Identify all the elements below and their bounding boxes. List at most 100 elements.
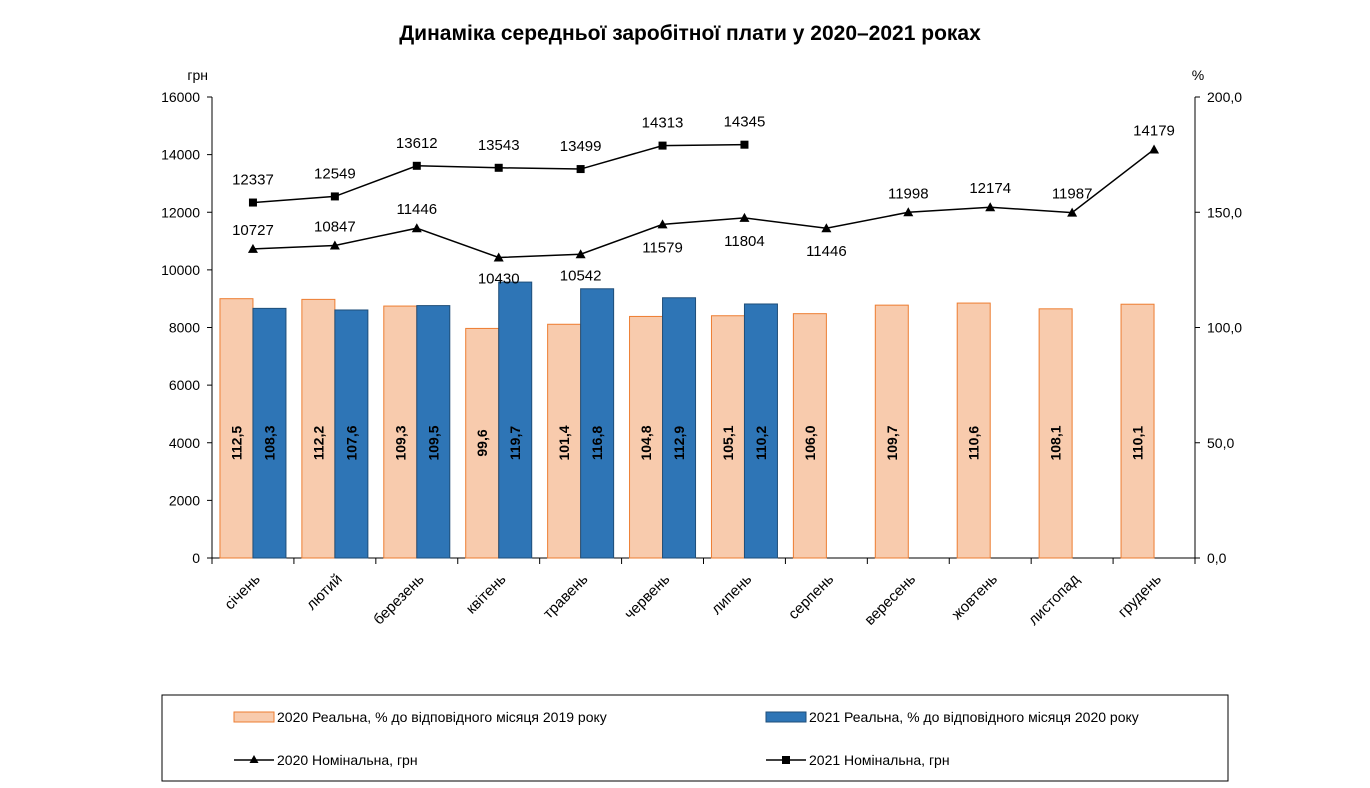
bar-2020-real (219, 298, 254, 559)
bar-2020-real-label: 99,6 (474, 429, 490, 456)
lines (247, 140, 1160, 262)
line-2021-value-label: 12337 (232, 172, 274, 189)
bar-2020-real-label: 109,3 (392, 425, 408, 460)
bar-2020-real-label: 110,6 (966, 426, 982, 460)
legend-label-2020-nominal: 2020 Номінальна, грн (277, 752, 418, 768)
bar-2020-real (792, 313, 827, 559)
x-category-label: березень (370, 571, 428, 629)
line-2021-nominal-point (658, 141, 667, 150)
left-tick-label: 14000 (161, 147, 200, 163)
line-2020-nominal-point (1067, 207, 1078, 217)
bar-2020-real-label: 112,2 (310, 426, 326, 460)
line-2021-value-label: 12549 (314, 165, 356, 182)
bar-2020-real (1038, 308, 1073, 559)
bar-2020-real-label: 108,1 (1048, 425, 1064, 460)
legend-label-2021-real: 2021 Реальна, % до відповідного місяця 2… (809, 709, 1139, 725)
line-2021-value-label: 13499 (560, 138, 602, 155)
right-tick-label: 0,0 (1207, 550, 1227, 566)
line-2021-value-label: 14345 (724, 114, 766, 131)
bar-2021-real-label: 119,7 (507, 426, 523, 460)
bar-2021-real (498, 281, 533, 559)
bar-2021-real-label: 110,2 (753, 426, 769, 460)
legend-swatch-2021-real (765, 711, 807, 723)
line-2020-nominal-point (575, 249, 586, 259)
bar-2020-real-label: 112,5 (228, 426, 244, 460)
legend-label-2021-nominal: 2021 Номінальна, грн (809, 752, 950, 768)
bar-2020-real-label: 105,1 (720, 425, 736, 460)
legend-label-2020-real: 2020 Реальна, % до відповідного місяця 2… (277, 709, 607, 725)
line-2020-value-label: 11579 (642, 239, 683, 256)
line-2020-value-label: 11998 (888, 185, 929, 202)
bar-2021-real-label: 108,3 (261, 425, 277, 460)
line-2021-value-label: 14313 (642, 115, 684, 132)
line-2020-nominal-point (329, 240, 340, 250)
line-2020-value-label: 11987 (1052, 186, 1093, 203)
left-tick-label: 8000 (169, 320, 200, 336)
line-2020-nominal-point (739, 212, 750, 222)
bar-2020-real (301, 298, 336, 559)
left-tick-label: 0 (192, 550, 200, 566)
bar-2021-real (416, 305, 451, 559)
bar-2020-real (383, 305, 418, 559)
x-category-label: лютий (303, 571, 346, 614)
right-tick-label: 100,0 (1207, 320, 1242, 336)
x-category-label: липень (708, 571, 755, 618)
x-category-label: травень (540, 571, 592, 623)
bar-2020-real (629, 315, 664, 559)
line-2020-value-label: 12174 (969, 180, 1011, 197)
legend-swatch-2020-real (233, 711, 275, 723)
x-category-label: грудень (1115, 571, 1165, 621)
bars (219, 281, 1155, 559)
left-tick-label: 16000 (161, 89, 200, 105)
bar-2020-real (547, 323, 582, 559)
line-2020-value-label: 11446 (396, 201, 437, 218)
x-category-label: листопад (1025, 571, 1083, 629)
line-2020-value-label: 11804 (724, 233, 765, 250)
line-2021-nominal-point (494, 163, 503, 172)
line-2020-value-label: 10727 (232, 222, 274, 239)
left-tick-label: 6000 (169, 377, 200, 393)
line-2021-nominal-point (576, 165, 585, 174)
left-tick-label: 10000 (161, 262, 200, 278)
bar-2020-real-label: 110,1 (1130, 426, 1146, 460)
bar-2021-real (580, 288, 615, 559)
x-category-label: січень (221, 571, 264, 614)
bar-2020-real-label: 104,8 (638, 425, 654, 460)
line-2021-nominal-point (248, 198, 257, 207)
left-tick-label: 12000 (161, 204, 200, 220)
line-2020-nominal-point (247, 243, 258, 253)
line-2020-value-label: 14179 (1133, 122, 1175, 139)
line-2020-nominal-point (411, 223, 422, 233)
line-2020-nominal-point (821, 223, 832, 233)
line-2020-value-label: 11446 (806, 243, 847, 260)
bar-2020-real (465, 327, 500, 559)
line-2021-value-label: 13543 (478, 137, 520, 154)
legend-triangle-marker (249, 755, 259, 763)
line-2020-value-label: 10542 (560, 267, 602, 284)
x-category-label: вересень (861, 571, 919, 629)
bar-2021-real (662, 297, 697, 559)
legend: 2020 Реальна, % до відповідного місяця 2… (161, 694, 1229, 782)
bar-2020-real-label: 109,7 (884, 425, 900, 460)
data-labels: 112,5 108,3 112,2 107,6 109,3 109,5 99,6 119,7 1… (228, 114, 1174, 461)
bar-2021-real-label: 112,9 (671, 426, 687, 460)
line-2020-nominal-point (903, 207, 914, 217)
bar-2020-real (874, 304, 909, 559)
legend-box (161, 694, 1229, 782)
left-axis-unit: грн (187, 67, 208, 83)
bar-2020-real-label: 101,4 (556, 425, 572, 460)
left-tick-label: 2000 (169, 492, 200, 508)
chart-title: Динаміка середньої заробітної плати у 20… (399, 22, 981, 45)
bar-2021-real-label: 109,5 (425, 425, 441, 460)
right-tick-label: 50,0 (1207, 435, 1234, 451)
line-2020-value-label: 10430 (478, 270, 520, 287)
bar-2021-real-label: 107,6 (343, 425, 359, 460)
left-tick-label: 4000 (169, 435, 200, 451)
x-category-label: серпень (785, 571, 837, 623)
bar-2021-real (252, 307, 287, 559)
line-2021-nominal-point (330, 192, 339, 201)
line-2020-nominal-point (985, 202, 996, 212)
x-category-label: жовтень (949, 571, 1002, 624)
legend-square-marker (782, 756, 790, 764)
